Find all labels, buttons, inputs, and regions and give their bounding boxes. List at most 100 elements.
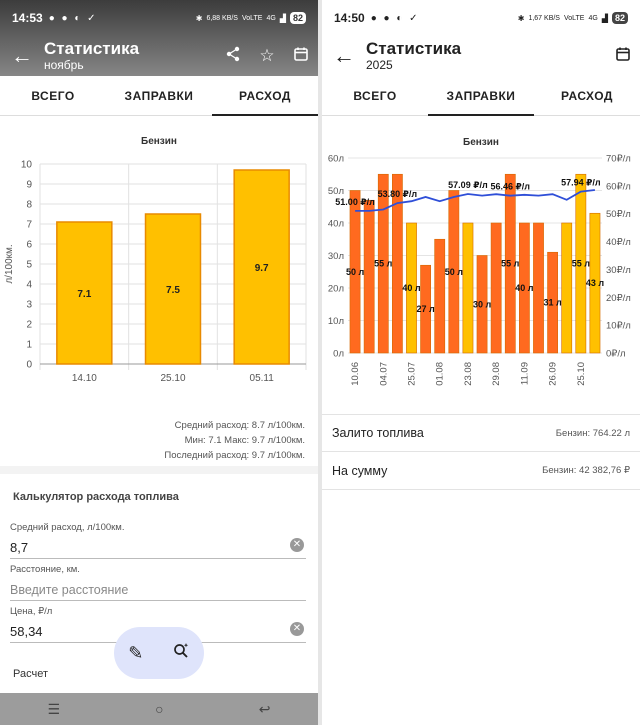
price-value-label: 57.09 ₽/л (448, 180, 488, 190)
y-tick-label: 7 (26, 220, 32, 231)
tab-all[interactable]: ВСЕГО (31, 88, 75, 103)
battery-indicator: 82 (289, 12, 306, 24)
stat-average: Средний расход: 8.7 л/100км. (174, 420, 305, 431)
price-value-label: 56.46 ₽/л (491, 182, 531, 192)
chart-title: Бензин (463, 137, 499, 148)
y-left-tick-label: 50л (328, 186, 344, 197)
title-block: Статистика 2025 (366, 40, 606, 73)
search-magic-icon[interactable] (172, 642, 190, 665)
bar (349, 190, 361, 354)
calculate-button[interactable]: Расчет (13, 668, 48, 680)
distance-label: Расстояние, км. (10, 564, 80, 575)
app-bar: ← Статистика ноябрь ☆ (0, 36, 318, 76)
y-tick-label: 2 (26, 320, 32, 331)
status-time: 14:50 (334, 11, 365, 25)
status-right: ✱ 1,67 KB/S VoLTE 4G ▟ 82 (518, 12, 628, 24)
bar (547, 251, 558, 354)
bar (377, 173, 389, 354)
clear-avg-icon[interactable]: ✕ (290, 538, 304, 552)
back-arrow-icon[interactable]: ← (11, 43, 33, 68)
calendar-icon[interactable] (606, 46, 640, 67)
summary-sum-label: На сумму (332, 463, 388, 478)
signal-label: 4G (266, 14, 276, 22)
right-screen: 14:50 ● ● ◐ ✓ ✱ 1,67 KB/S VoLTE 4G ▟ 82 … (322, 0, 640, 725)
price-line (355, 189, 596, 212)
bar (519, 222, 530, 354)
bar (561, 222, 573, 354)
calendar-icon[interactable] (284, 46, 318, 67)
x-tick-label: 29.08 (491, 362, 502, 386)
y-tick-label: 4 (26, 280, 32, 291)
bar-value-label: 27 л (416, 304, 435, 314)
page-title: Статистика (44, 39, 140, 58)
bar-value-label: 40 л (515, 283, 534, 293)
tab-consumption[interactable]: РАСХОД (212, 76, 318, 116)
net-speed: 6,88 KB/S (206, 14, 238, 22)
bar (56, 221, 113, 365)
status-bar: 14:50 ● ● ◐ ✓ ✱ 1,67 KB/S VoLTE 4G ▟ 82 (322, 0, 640, 36)
tab-bar: ВСЕГО ЗАПРАВКИ РАСХОД (0, 76, 318, 116)
recent-apps-icon[interactable]: ☰ (47, 700, 61, 717)
page-subtitle: ноябрь (44, 58, 84, 72)
bluetooth-icon: ✱ (195, 13, 203, 23)
chart-title: Бензин (141, 136, 177, 147)
tab-refuels[interactable]: ЗАПРАВКИ (428, 76, 534, 116)
system-nav-bar: ☰ ○ ↩ (0, 693, 318, 725)
notification-icons: ● ● ◐ ✓ (48, 12, 98, 24)
edit-pencil-icon[interactable]: ✎ (128, 642, 144, 663)
y-right-tick-label: 30₽/л (606, 265, 631, 276)
bar (490, 222, 502, 354)
y-left-tick-label: 30л (328, 251, 344, 262)
y-left-tick-label: 60л (328, 154, 344, 165)
bar-value-label: 30 л (473, 299, 492, 309)
y-left-tick-label: 40л (328, 219, 344, 230)
system-back-icon[interactable]: ↩ (258, 700, 271, 717)
y-left-tick-label: 10л (328, 316, 344, 327)
star-icon[interactable]: ☆ (259, 46, 275, 65)
tab-refuels[interactable]: ЗАПРАВКИ (124, 88, 194, 103)
bar (504, 173, 516, 354)
bar (406, 222, 417, 354)
signal-icon: ▟ (601, 13, 608, 23)
bar-value-label: 43 л (586, 278, 605, 288)
y-tick-label: 0 (26, 360, 32, 371)
tab-all[interactable]: ВСЕГО (353, 88, 397, 103)
signal-icon: ▟ (279, 13, 286, 23)
volte-badge: VoLTE (563, 14, 585, 22)
distance-input[interactable]: Введите расстояние (10, 581, 306, 601)
avg-consumption-input[interactable]: 8,7 (10, 539, 306, 559)
bar (462, 222, 474, 354)
bar (575, 173, 587, 354)
avg-consumption-field[interactable]: Средний расход, л/100км. 8,7 ✕ (10, 522, 306, 559)
bar (363, 199, 375, 354)
x-tick-label: 25.07 (407, 362, 418, 386)
clear-price-icon[interactable]: ✕ (290, 622, 304, 636)
home-icon[interactable]: ○ (155, 701, 164, 717)
distance-field[interactable]: Расстояние, км. Введите расстояние (10, 564, 306, 601)
summary-row-sum: На сумму Бензин: 42 382,76 ₽ (322, 452, 640, 490)
bar-value-label: 9.7 (255, 263, 269, 274)
tab-consumption[interactable]: РАСХОД (561, 88, 613, 103)
bar (448, 190, 460, 354)
y-tick-label: 1 (26, 340, 32, 351)
refuel-combo-chart: 0л10л20л30л40л50л60л0₽/л10₽/л20₽/л30₽/л4… (328, 154, 631, 386)
y-tick-label: 9 (26, 180, 32, 191)
bar-value-label: 55 л (374, 259, 393, 269)
stat-min-max: Мин: 7.1 Макс: 9.7 л/100км. (184, 435, 305, 446)
y-right-tick-label: 0₽/л (606, 349, 626, 360)
x-tick-label: 23.08 (463, 362, 474, 386)
title-block: Статистика ноябрь (44, 39, 216, 73)
bar (144, 213, 202, 365)
bar (392, 173, 403, 354)
y-tick-label: 10 (21, 160, 33, 171)
bar (233, 169, 290, 365)
volte-badge: VoLTE (241, 14, 263, 22)
x-tick-label: 01.08 (435, 362, 446, 386)
y-axis-label: л/100км. (4, 244, 15, 283)
notification-icons: ● ● ◐ ✓ (370, 12, 420, 24)
x-tick-label: 25.10 (160, 373, 185, 384)
share-icon[interactable] (216, 46, 250, 67)
back-arrow-icon[interactable]: ← (333, 43, 355, 68)
consumption-stats: Средний расход: 8.7 л/100км. Мин: 7.1 Ма… (164, 418, 305, 463)
bar-value-label: 31 л (543, 298, 562, 308)
